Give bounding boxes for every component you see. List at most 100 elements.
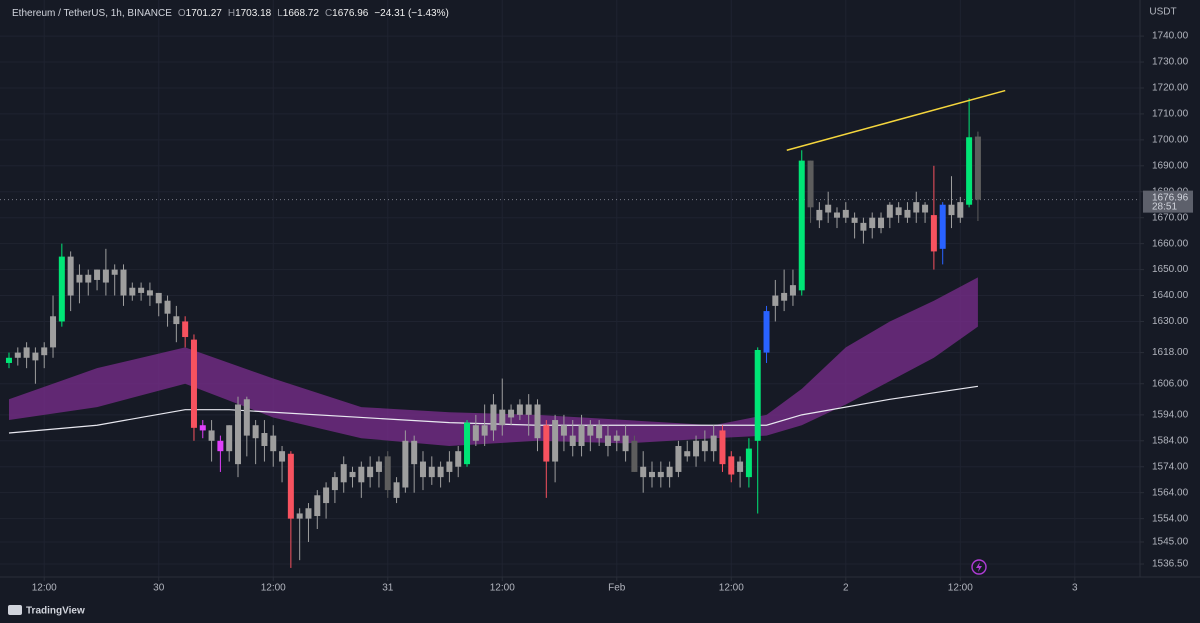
y-tick-label: 1564.00 (1152, 487, 1189, 498)
candle (235, 396, 242, 478)
candle (41, 342, 48, 369)
candle-body (76, 274, 83, 283)
candle-body (516, 404, 523, 415)
candle-body (23, 347, 30, 358)
candle (481, 404, 488, 446)
alert-icon[interactable] (971, 559, 987, 575)
candle-body (657, 471, 664, 478)
x-tick-label: 12:00 (490, 583, 515, 594)
y-tick-label: 1606.00 (1152, 378, 1189, 389)
candle-body (895, 207, 902, 216)
candle (14, 347, 21, 366)
y-tick-label: 1730.00 (1152, 57, 1189, 68)
candle (173, 305, 180, 343)
field-value: 1701.27 (186, 8, 223, 19)
candle-body (886, 204, 893, 218)
candle (552, 414, 559, 483)
candle-body (67, 256, 74, 296)
candle-body (287, 453, 294, 519)
candle-body (948, 204, 955, 216)
candle-body (472, 425, 479, 441)
candle (243, 396, 250, 457)
candle (878, 212, 885, 234)
candle-body (781, 292, 788, 301)
candle (781, 269, 788, 312)
alert-circle (971, 559, 987, 575)
candle (58, 243, 65, 327)
candle-body (146, 290, 153, 296)
candle (393, 477, 400, 504)
candle (737, 456, 744, 488)
candle-body (508, 409, 515, 418)
candle (666, 461, 673, 488)
y-tick-label: 1536.50 (1152, 559, 1189, 570)
candle-body (587, 425, 594, 436)
candle-body (349, 471, 356, 478)
candle-body (5, 357, 12, 363)
candle (543, 420, 550, 498)
candle-body (331, 477, 338, 491)
candle (129, 282, 136, 301)
candle (772, 279, 779, 322)
candle-body (464, 422, 471, 465)
candle (287, 451, 294, 568)
candle (76, 264, 83, 304)
candle (816, 202, 823, 229)
candle (323, 482, 330, 519)
field-key: L (277, 8, 283, 19)
candle (807, 160, 814, 223)
candle (851, 212, 858, 239)
candle (472, 414, 479, 446)
y-tick-label: 1700.00 (1152, 135, 1189, 146)
candle (922, 202, 929, 223)
candle-body (270, 435, 277, 452)
candle (367, 456, 374, 488)
candle (270, 425, 277, 467)
footer-logo[interactable]: TradingView (8, 605, 85, 617)
candle (490, 394, 497, 441)
candle (622, 425, 629, 462)
candle (930, 165, 937, 270)
candle-body (314, 495, 321, 517)
last-price-label: 1676.96 (1152, 192, 1189, 203)
x-tick-label: 12:00 (948, 583, 973, 594)
candle-body (974, 136, 981, 200)
candle (67, 251, 74, 312)
candle-body (789, 285, 796, 296)
candle (701, 430, 708, 462)
candle-body (182, 321, 189, 338)
candle-body (481, 425, 488, 436)
candle (833, 207, 840, 229)
candle-body (85, 274, 92, 283)
candle (102, 248, 109, 296)
candle-body (798, 160, 805, 291)
candle-body (878, 217, 885, 229)
candle (94, 269, 101, 291)
axes: USDT 1740.00 1730.00 1720.00 1710.00 1700.00… (0, 0, 1200, 594)
candle-body (693, 440, 700, 457)
candle (340, 456, 347, 493)
candle (331, 471, 338, 504)
candle (349, 466, 356, 488)
candle-body (631, 440, 638, 472)
candle (146, 282, 153, 306)
candle-body (252, 425, 259, 439)
candle-body (904, 209, 911, 218)
logo-text: TradingView (26, 606, 85, 617)
candle-body (437, 466, 444, 478)
candle-body (129, 287, 136, 296)
candle (719, 425, 726, 472)
candle (957, 196, 964, 223)
candle (296, 508, 303, 561)
candle-body (543, 425, 550, 462)
candle-body (957, 202, 964, 218)
candle (895, 202, 902, 223)
candle-body (155, 292, 162, 304)
countdown: 28:51 (1152, 201, 1177, 212)
candles (5, 98, 981, 568)
candle (578, 414, 585, 457)
candle-body (14, 352, 21, 358)
candle-body (323, 487, 330, 504)
candle (886, 202, 893, 229)
